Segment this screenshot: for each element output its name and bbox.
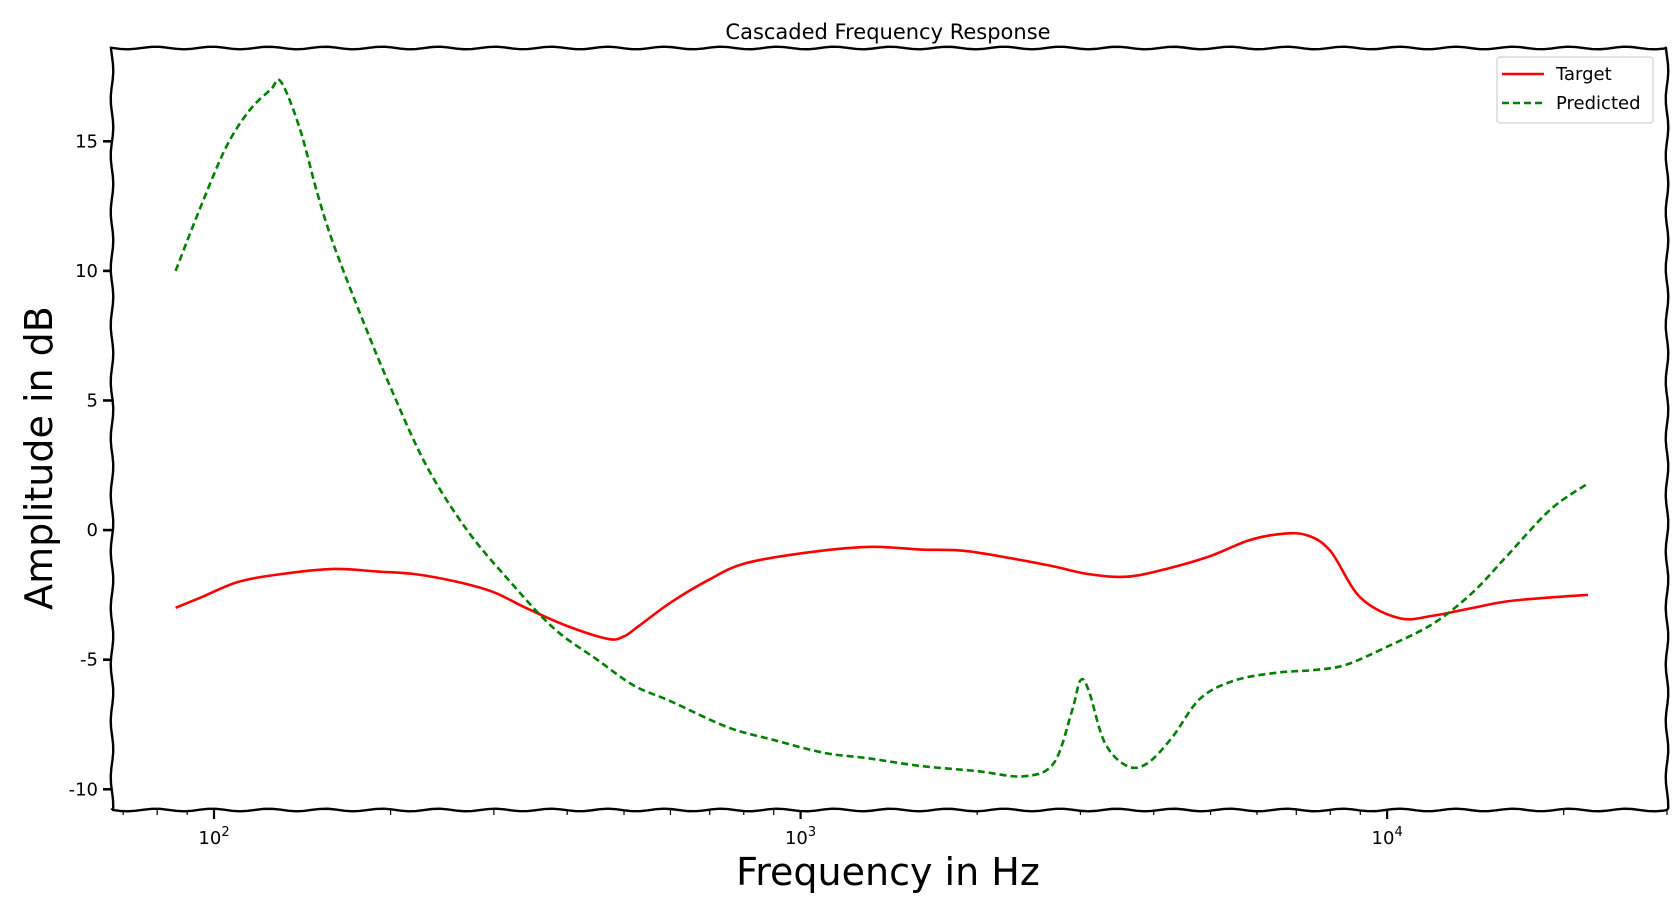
series-line-target <box>175 531 1589 641</box>
y-tick-label: 5 <box>87 390 98 411</box>
frame-top <box>110 45 1668 51</box>
y-axis-label: Amplitude in dB <box>17 306 61 610</box>
x-tick-base: 10 <box>1372 828 1395 849</box>
legend-label-target: Target <box>1555 64 1612 85</box>
y-tick-label: 15 <box>75 131 98 152</box>
y-tick-label: 10 <box>75 261 98 282</box>
x-axis: 102 103 104 <box>122 810 1668 849</box>
legend: Target Predicted <box>1496 56 1654 124</box>
frame-left <box>109 46 115 811</box>
x-tick-exponent: 4 <box>1394 825 1402 840</box>
x-tick-exponent: 2 <box>221 825 229 840</box>
x-tick-base: 10 <box>785 828 808 849</box>
x-axis-label: Frequency in Hz <box>736 850 1040 894</box>
frame-bottom <box>110 807 1668 813</box>
chart-title: Cascaded Frequency Response <box>725 20 1050 44</box>
legend-label-predicted: Predicted <box>1556 93 1641 114</box>
plot-area <box>174 78 1589 778</box>
x-tick-label: 102 <box>198 825 229 849</box>
y-tick-label: -5 <box>80 650 98 671</box>
frame-right <box>1664 46 1670 811</box>
x-tick-label: 104 <box>1372 825 1403 849</box>
y-tick-label: 0 <box>87 520 98 541</box>
y-axis: 15 10 5 0 -5 -10 <box>69 131 112 800</box>
x-tick-exponent: 3 <box>808 825 816 840</box>
axes-frame <box>109 45 1670 813</box>
series-line-predicted <box>174 78 1589 778</box>
x-tick-label: 103 <box>785 825 816 849</box>
y-tick-label: -10 <box>69 779 98 800</box>
x-tick-base: 10 <box>198 828 221 849</box>
